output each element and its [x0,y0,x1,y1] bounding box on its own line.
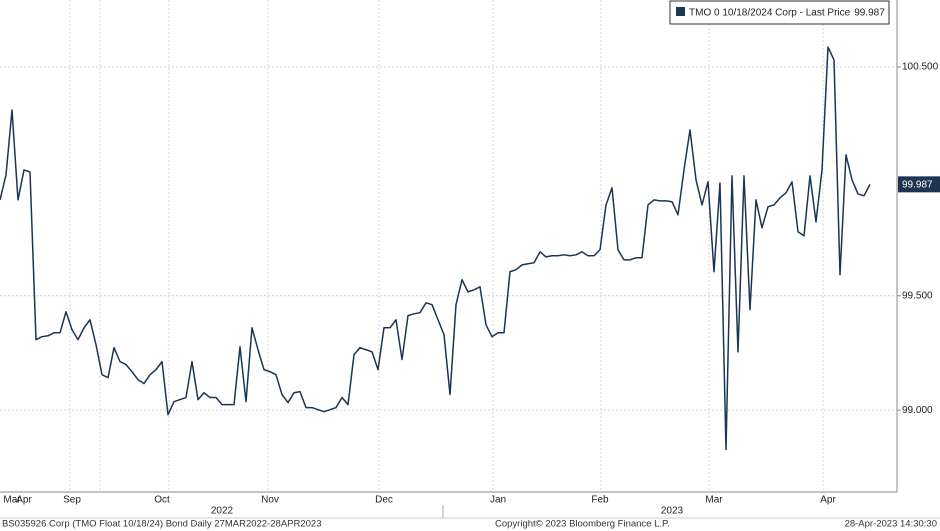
y-tick-label: 100.500 [902,62,939,73]
x-tick-label: Sep [63,495,81,506]
y-tick-label: 99.000 [902,405,933,416]
footer-left: BS035926 Corp (TMO Float 10/18/24) Bond … [2,519,321,530]
x-tick-label: Nov [261,495,279,506]
last-price-box [898,176,940,193]
legend-value: 99.987 [854,7,885,18]
x-tick-label: Feb [591,495,609,506]
x-tick-label: Apr [820,495,836,506]
x-tick-label: Oct [154,495,170,506]
legend-box [669,0,890,25]
year-label: 2022 [211,506,234,517]
legend-name: TMO 0 10/18/2024 Corp - Last Price [689,7,851,18]
legend: TMO 0 10/18/2024 Corp - Last Price 99.987 [669,0,890,25]
x-tick-label: Apr [16,495,32,506]
footer-center: Copyright© 2023 Bloomberg Finance L.P. [495,519,670,530]
legend-label: TMO 0 10/18/2024 Corp - Last Price 99.987 [689,7,885,18]
y-tick-label: 99.500 [902,290,933,301]
x-tick-label: Mar [3,495,21,506]
last-price-label: 99.987 [902,179,933,190]
x-tick-label: Jan [490,495,506,506]
price-line [0,46,871,451]
x-tick-label: Dec [375,495,393,506]
footer-right: 28-Apr-2023 14:30:30 [845,519,937,530]
x-tick-label: Mar [705,495,723,506]
legend-swatch [676,7,685,16]
year-label: 2023 [661,506,684,517]
